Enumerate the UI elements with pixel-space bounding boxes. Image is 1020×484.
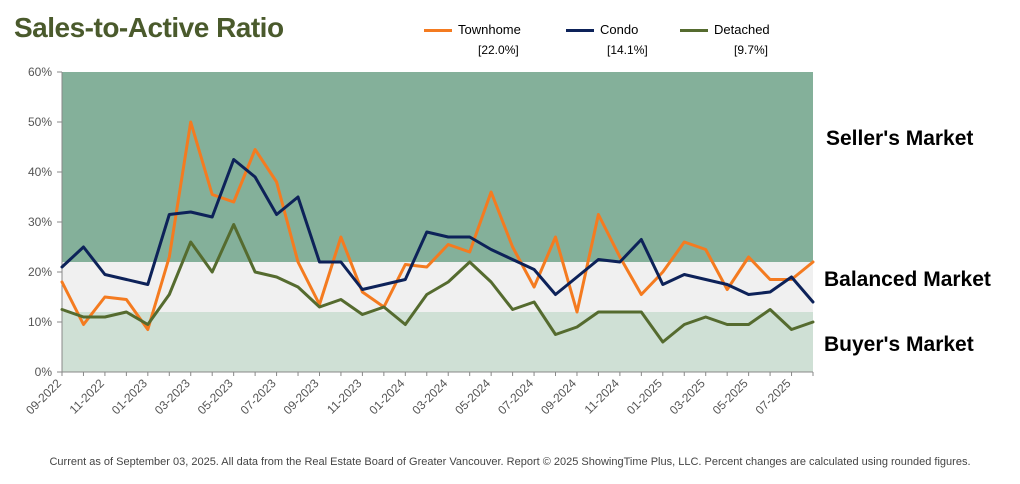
legend-value-townhome: [22.0%] <box>478 43 519 57</box>
x-tick-label: 01-2025 <box>624 376 665 417</box>
series-line-detached <box>60 223 815 344</box>
footer-note: Current as of September 03, 2025. All da… <box>49 456 971 468</box>
x-tick-label: 11-2023 <box>324 376 365 417</box>
buyer-market-label: Buyer's Market <box>824 333 974 356</box>
series-line-townhome <box>60 120 815 331</box>
legend-swatch-townhome <box>424 29 452 33</box>
x-tick-label: 07-2023 <box>238 376 279 417</box>
x-tick-label: 11-2022 <box>67 376 108 417</box>
x-tick-label: 05-2025 <box>710 376 751 417</box>
x-tick-label: 03-2024 <box>409 376 450 417</box>
legend-swatch-detached <box>680 29 708 33</box>
y-tick-label: 10% <box>28 315 52 329</box>
balanced-market-label: Balanced Market <box>824 268 991 291</box>
chart-title: Sales-to-Active Ratio <box>14 12 284 43</box>
x-tick-label: 11-2024 <box>582 376 623 417</box>
legend-item-townhome: Townhome <box>424 22 521 37</box>
y-tick-label: 0% <box>35 365 53 379</box>
legend-item-detached: Detached <box>680 22 770 37</box>
x-tick-label: 09-2022 <box>23 376 64 417</box>
legend-value-detached: [9.7%] <box>734 43 769 57</box>
legend-label-townhome: Townhome <box>458 22 521 37</box>
y-tick-label: 50% <box>28 115 52 129</box>
legend-label-condo: Condo <box>600 22 639 37</box>
x-tick-label: 03-2023 <box>152 376 193 417</box>
x-tick-label: 05-2024 <box>452 376 493 417</box>
legend-label-detached: Detached <box>714 22 770 37</box>
y-tick-label: 40% <box>28 165 52 179</box>
x-tick-label: 03-2025 <box>667 376 708 417</box>
y-tick-label: 60% <box>28 65 52 79</box>
x-tick-label: 01-2024 <box>366 376 407 417</box>
y-tick-label: 20% <box>28 265 52 279</box>
x-tick-label: 07-2025 <box>753 376 794 417</box>
x-tick-label: 09-2023 <box>281 376 322 417</box>
series-line-condo <box>60 158 815 304</box>
seller-market-label: Seller's Market <box>826 127 974 150</box>
x-tick-label: 07-2024 <box>495 376 536 417</box>
legend-value-condo: [14.1%] <box>607 43 648 57</box>
zone-band-seller-s-market <box>62 72 813 262</box>
x-tick-label: 05-2023 <box>195 376 236 417</box>
legend-swatch-condo <box>566 29 594 33</box>
legend-item-condo: Condo <box>566 22 638 37</box>
y-tick-label: 30% <box>28 215 52 229</box>
x-tick-label: 09-2024 <box>538 376 579 417</box>
zone-band-buyer-s-market <box>62 312 813 372</box>
x-tick-label: 01-2023 <box>109 376 150 417</box>
